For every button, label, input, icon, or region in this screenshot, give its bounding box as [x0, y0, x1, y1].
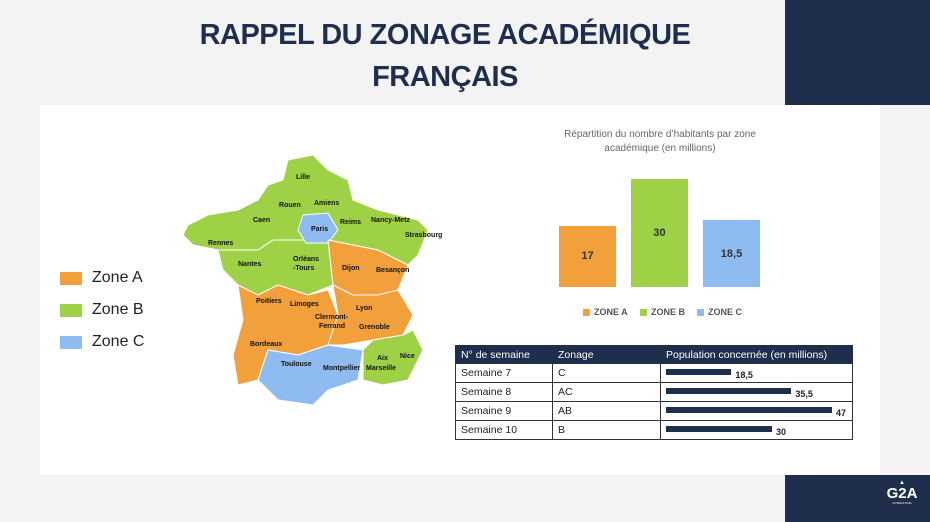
city-label: Toulouse	[281, 361, 312, 368]
week-cell: Semaine 9	[455, 401, 553, 421]
legend-zone-a: Zone A	[60, 269, 143, 287]
col-header-population: Population concernée (en millions)	[660, 345, 853, 364]
city-label: Marseille	[366, 365, 396, 372]
city-label: -Tours	[293, 265, 314, 272]
logo: ▲ G2A CONSULTING	[886, 480, 918, 505]
bar-zone-a: 17	[559, 225, 616, 287]
zone-cell: AC	[552, 382, 661, 402]
city-label: Nantes	[238, 261, 261, 268]
population-bar	[666, 369, 732, 376]
city-label: Limoges	[290, 301, 319, 308]
city-label: Lyon	[356, 305, 372, 312]
population-value: 47	[836, 408, 847, 418]
population-bar	[666, 407, 832, 414]
col-header-week: N° de semaine	[455, 345, 553, 364]
bar-value-label: 17	[581, 250, 594, 263]
city-label: Clermont-	[315, 314, 349, 321]
population-cell: 35,5	[660, 382, 853, 402]
city-label: Dijon	[342, 265, 360, 272]
city-label: Orléans	[293, 256, 319, 263]
table-row: Semaine 9 AB 47	[455, 401, 853, 421]
city-label: Lille	[296, 174, 310, 181]
week-cell: Semaine 10	[455, 420, 553, 440]
city-label: Bordeaux	[250, 341, 282, 348]
legend-label: Zone A	[92, 269, 143, 286]
legend-label: ZONE A	[594, 307, 628, 317]
population-cell: 47	[660, 401, 853, 421]
city-label: Caen	[253, 217, 270, 224]
page-title: RAPPEL DU ZONAGE ACADÉMIQUE FRANÇAIS	[199, 19, 691, 93]
bar-value-label: 18,5	[720, 247, 743, 260]
week-cell: Semaine 7	[455, 363, 553, 383]
legend-zone-b: Zone B	[60, 301, 144, 319]
city-label: Paris	[311, 226, 328, 233]
city-label: Ferrand	[319, 323, 345, 330]
population-bar	[666, 426, 772, 433]
city-label: Strasbourg	[405, 232, 442, 239]
chart-title: Répartition du nombre d’habitants par zo…	[564, 129, 756, 154]
navy-band-bottom	[785, 475, 930, 522]
legend-label: Zone B	[92, 301, 144, 318]
population-value: 18,5	[735, 370, 753, 380]
table-row: Semaine 8 AC 35,5	[455, 382, 853, 402]
zone-cell: B	[552, 420, 661, 440]
legend-label: ZONE C	[708, 307, 743, 317]
city-label: Aix	[377, 355, 388, 362]
col-header-zone: Zonage	[552, 345, 661, 364]
city-label: Rennes	[208, 240, 233, 247]
city-label: Grenoble	[359, 324, 390, 331]
zone-cell: AB	[552, 401, 661, 421]
bar-value-label: 30	[653, 227, 666, 239]
city-label: Amiens	[314, 200, 339, 207]
navy-band-top	[785, 0, 930, 105]
table-row: Semaine 10 B 30	[455, 420, 853, 440]
legend-zone-c: Zone C	[60, 333, 144, 351]
bar-zone-c: 18,5	[703, 220, 760, 287]
city-label: Nice	[400, 353, 415, 360]
city-label: Rouen	[279, 202, 301, 209]
population-value: 35,5	[795, 389, 813, 399]
legend-label: ZONE B	[651, 307, 686, 317]
week-cell: Semaine 8	[455, 382, 553, 402]
france-zone-map: Lille Amiens Rouen Caen Reims Paris Nanc…	[182, 155, 442, 406]
city-label: Reims	[340, 219, 361, 226]
population-cell: 30	[660, 420, 853, 440]
city-label: Poitiers	[256, 298, 282, 305]
city-label: Nancy-Metz	[371, 217, 410, 224]
region-zone-c-toulouse	[257, 344, 364, 406]
population-bar	[666, 388, 792, 395]
city-label: Besançon	[376, 267, 409, 274]
legend-label: Zone C	[92, 333, 145, 350]
city-label: Montpellier	[323, 365, 361, 372]
population-value: 30	[775, 427, 786, 437]
zone-cell: C	[552, 363, 661, 383]
population-cell: 18,5	[660, 363, 853, 383]
region-zone-b-southeast	[362, 329, 424, 386]
chart-legend-zone-a: ZONE A	[583, 307, 628, 317]
bar-zone-b: 30	[631, 179, 688, 287]
weeks-table: N° de semaine Zonage Population concerné…	[455, 345, 853, 440]
chart-legend-zone-b: ZONE B	[640, 307, 685, 317]
table-row: Semaine 7 C 18,5	[455, 363, 853, 383]
chart-legend-zone-c: ZONE C	[697, 307, 742, 317]
